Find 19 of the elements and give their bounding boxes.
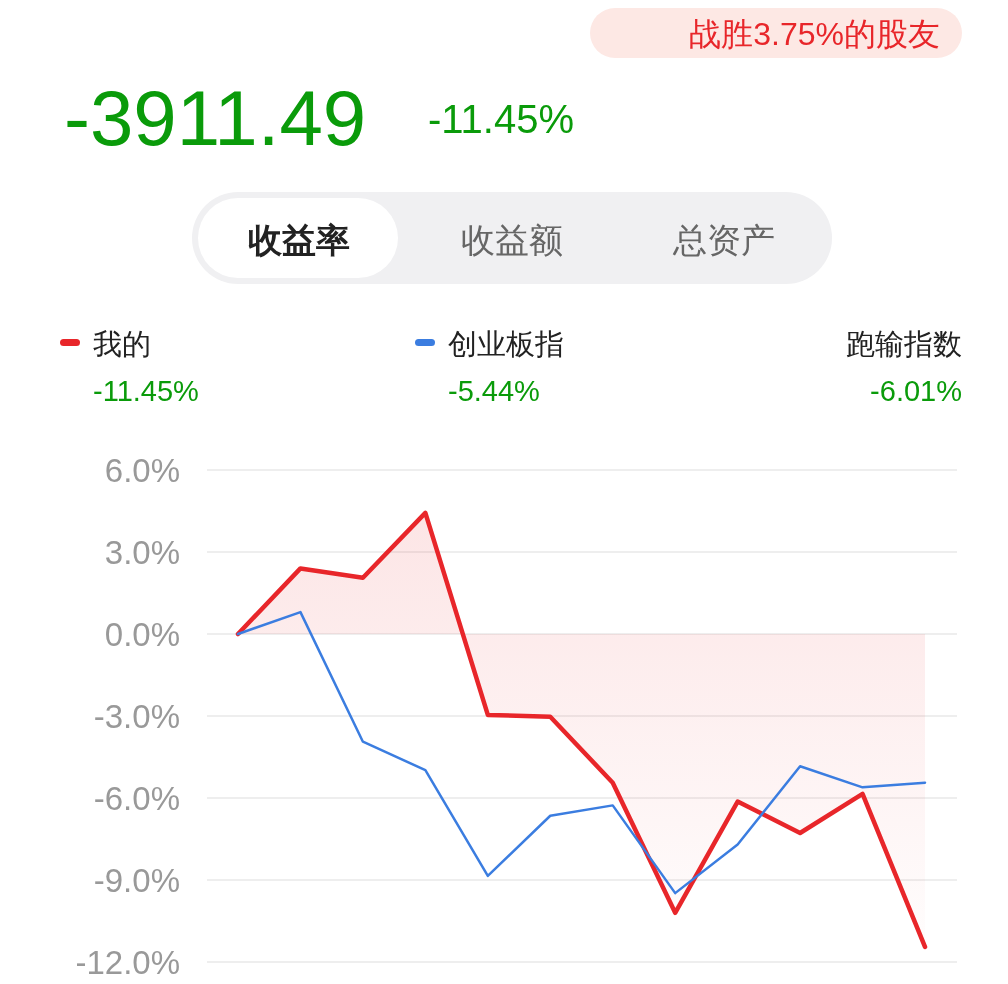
- y-tick-label: 6.0%: [104, 452, 180, 489]
- subtitle: -11.45%: [428, 97, 574, 141]
- text: 收益额: [461, 221, 563, 259]
- y-tick-label: 3.0%: [104, 534, 180, 571]
- y-tick-label: -3.0%: [93, 698, 180, 735]
- text: 收益率: [248, 221, 350, 259]
- y-tick-label: -9.0%: [93, 862, 180, 899]
- y-tick-label: 0.0%: [104, 616, 180, 653]
- text: 总资产: [672, 221, 775, 259]
- y-tick-label: -12.0%: [75, 944, 180, 981]
- legend-label: 创业板指: [448, 328, 564, 360]
- y-tick-label: -6.0%: [93, 780, 180, 817]
- legend-label: 我的: [93, 328, 151, 360]
- text: 跑输指数: [846, 328, 962, 360]
- title: -3911.49: [64, 74, 367, 162]
- text: -5.44%: [448, 375, 540, 407]
- text: 战胜3.75%的股友: [689, 16, 940, 52]
- text: -11.45%: [93, 375, 199, 407]
- text: -6.01%: [870, 375, 962, 407]
